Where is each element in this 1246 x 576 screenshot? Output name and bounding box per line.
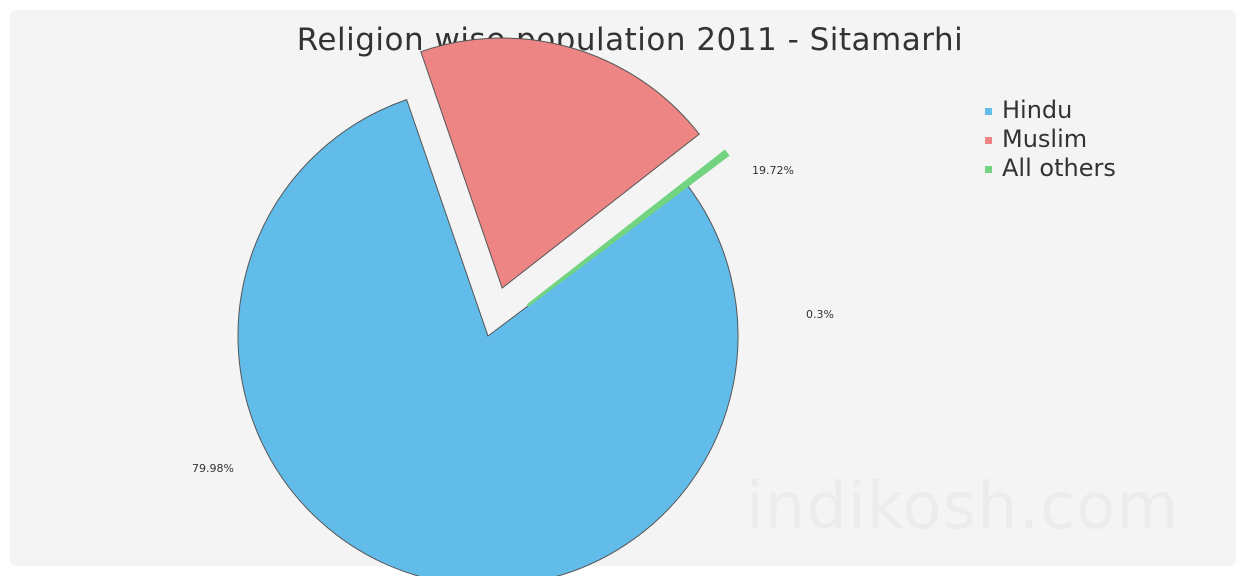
slice-label-all-others: 0.3% [806, 308, 834, 321]
legend-item-hindu[interactable]: Hindu [985, 95, 1116, 124]
legend-label: All others [1002, 153, 1116, 182]
slice-label-muslim: 19.72% [752, 164, 794, 177]
legend-item-all-others[interactable]: All others [985, 153, 1116, 182]
pie-slice-hindu[interactable] [237, 98, 739, 576]
chart-title: Religion wise population 2011 - Sitamarh… [296, 22, 964, 58]
legend: Hindu Muslim All others [985, 95, 1116, 182]
slice-label-hindu: 79.98% [192, 462, 234, 475]
legend-item-muslim[interactable]: Muslim [985, 124, 1116, 153]
pie-slice-all-others[interactable] [526, 149, 730, 307]
pie-slice-muslim[interactable] [420, 37, 700, 289]
legend-swatch [985, 137, 992, 144]
legend-swatch [985, 108, 992, 115]
legend-label: Hindu [1002, 95, 1073, 124]
legend-label: Muslim [1002, 124, 1088, 153]
legend-swatch [985, 166, 992, 173]
watermark: indikosh.com [746, 470, 1180, 544]
